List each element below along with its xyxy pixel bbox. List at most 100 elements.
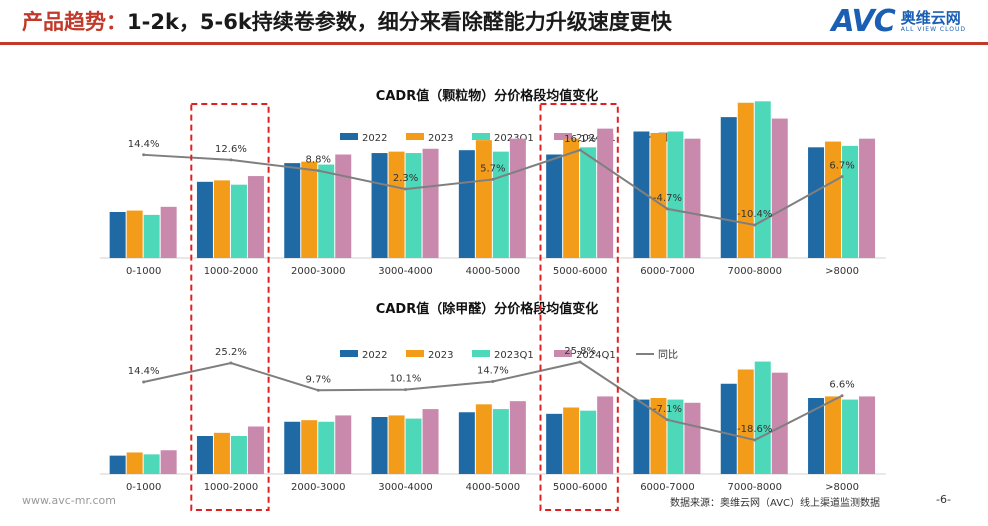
footer-website[interactable]: www.avc-mr.com — [22, 494, 116, 507]
bar-2023-7000-8000 — [737, 369, 754, 474]
legend-swatch-2022 — [340, 350, 358, 357]
bar-2022-1000-2000 — [196, 436, 213, 474]
x-tick-label: 3000-4000 — [378, 482, 433, 493]
bar-2024Q1-0-1000 — [160, 206, 177, 258]
bar-2022-4000-5000 — [458, 412, 475, 474]
yoy-data-label: 6.7% — [829, 161, 854, 172]
bar-2024Q1-3000-4000 — [422, 148, 439, 258]
yoy-point — [840, 175, 844, 179]
yoy-point — [753, 223, 757, 227]
bar-2023-3000-4000 — [388, 151, 405, 258]
legend-label-2024Q1: 2024Q1 — [576, 133, 616, 144]
bar-2022-2000-3000 — [284, 163, 301, 258]
bar-2022-7000-8000 — [720, 383, 737, 474]
bar-2022-6000-7000 — [633, 399, 650, 474]
yoy-point — [491, 177, 495, 181]
bar-2022-6000-7000 — [633, 131, 650, 258]
yoy-point — [142, 380, 146, 384]
footer-source: 数据来源：奥维云网（AVC）线上渠道监测数据 — [670, 498, 881, 509]
bar-2023Q1-4000-5000 — [492, 409, 509, 474]
bar-2022-1000-2000 — [196, 181, 213, 258]
bar-2023-1000-2000 — [213, 180, 230, 258]
yoy-data-label: 8.8% — [306, 155, 331, 166]
x-tick-label: >8000 — [825, 482, 859, 493]
yoy-data-label: 14.7% — [477, 366, 509, 377]
x-tick-label: 4000-5000 — [466, 482, 521, 493]
x-tick-label: 2000-3000 — [291, 482, 346, 493]
bar-2024Q1-7000-8000 — [771, 372, 788, 474]
yoy-data-label: 14.4% — [128, 366, 160, 377]
logo-en: ALL VIEW CLOUD — [900, 26, 966, 33]
logo-text: AVC — [831, 4, 895, 39]
bar-2024Q1-5000-6000 — [597, 396, 614, 474]
highlight-box-1000-2000 — [190, 103, 270, 511]
x-tick-label: 6000-7000 — [640, 482, 695, 493]
yoy-point — [142, 153, 146, 157]
legend-label-2023: 2023 — [428, 350, 453, 361]
yoy-point — [665, 418, 669, 422]
yoy-point — [665, 207, 669, 211]
bar-2024Q1-1000-2000 — [247, 426, 264, 474]
bar-2023-0-1000 — [126, 210, 143, 258]
legend-swatch-2023Q1 — [472, 350, 490, 357]
x-tick-label: 0-1000 — [126, 266, 161, 277]
bar-2023Q1-6000-7000 — [667, 399, 684, 474]
bar-2023Q1-5000-6000 — [580, 147, 597, 258]
yoy-data-label: -7.1% — [653, 404, 682, 415]
x-tick-label: 6000-7000 — [640, 266, 695, 277]
yoy-point — [316, 388, 320, 392]
yoy-data-label: 25.2% — [215, 347, 247, 358]
logo-cn: 奥维云网 — [900, 9, 961, 27]
bar-2023Q1-7000-8000 — [754, 101, 771, 258]
bar-2023Q1->8000 — [842, 145, 859, 258]
bar-2022-3000-4000 — [371, 417, 388, 474]
yoy-point — [840, 394, 844, 398]
legend-swatch-2024Q1 — [554, 133, 572, 140]
legend-swatch-2024Q1 — [554, 350, 572, 357]
bar-2022-5000-6000 — [546, 413, 563, 474]
yoy-data-label: 5.7% — [480, 163, 505, 174]
bar-2023Q1-0-1000 — [143, 214, 160, 258]
bar-2023Q1-2000-3000 — [318, 164, 335, 258]
x-tick-label: 4000-5000 — [466, 266, 521, 277]
title-main: 1-2k，5-6k持续卷参数，细分来看除醛能力升级速度更快 — [127, 10, 672, 34]
bar-2023-5000-6000 — [563, 138, 580, 258]
yoy-data-label: -10.4% — [737, 209, 772, 220]
bar-2023-1000-2000 — [213, 432, 230, 474]
bar-2022-4000-5000 — [458, 150, 475, 258]
bar-2024Q1-4000-5000 — [509, 138, 526, 258]
yoy-point — [229, 361, 233, 365]
bar-2024Q1-7000-8000 — [771, 118, 788, 258]
legend-swatch-2023 — [406, 133, 424, 140]
legend-label-yoy: 同比 — [658, 349, 678, 361]
bar-2023Q1-1000-2000 — [230, 436, 247, 474]
bar-2023-0-1000 — [126, 452, 143, 474]
yoy-data-label: 9.7% — [306, 374, 331, 385]
legend-label-2024Q1: 2024Q1 — [576, 350, 616, 361]
legend-label-2022: 2022 — [362, 133, 387, 144]
bar-2023Q1-3000-4000 — [405, 153, 422, 258]
bar-2023->8000 — [825, 141, 842, 258]
yoy-data-label: 25.8% — [564, 346, 596, 357]
bar-2023Q1-0-1000 — [143, 454, 160, 474]
avc-logo: AVC 奥维云网 ALL VIEW CLOUD — [831, 4, 966, 39]
x-tick-label: 7000-8000 — [727, 482, 782, 493]
bar-2024Q1-5000-6000 — [597, 128, 614, 258]
yoy-data-label: -4.7% — [653, 193, 682, 204]
bar-2023-4000-5000 — [475, 404, 492, 474]
bar-2023Q1-2000-3000 — [318, 421, 335, 474]
legend-label-2023: 2023 — [428, 133, 453, 144]
bar-2024Q1-1000-2000 — [247, 176, 264, 258]
bar-2023-2000-3000 — [301, 420, 318, 474]
x-tick-label: 5000-6000 — [553, 266, 608, 277]
bar-2024Q1-6000-7000 — [684, 138, 701, 258]
x-tick-label: 3000-4000 — [378, 266, 433, 277]
yoy-data-label: 14.4% — [128, 139, 160, 150]
bar-2024Q1-2000-3000 — [335, 154, 352, 258]
yoy-point — [316, 169, 320, 173]
x-tick-label: >8000 — [825, 266, 859, 277]
bar-2022-7000-8000 — [720, 117, 737, 258]
yoy-point — [491, 380, 495, 383]
x-tick-label: 1000-2000 — [204, 266, 259, 277]
bar-2023-3000-4000 — [388, 415, 405, 474]
